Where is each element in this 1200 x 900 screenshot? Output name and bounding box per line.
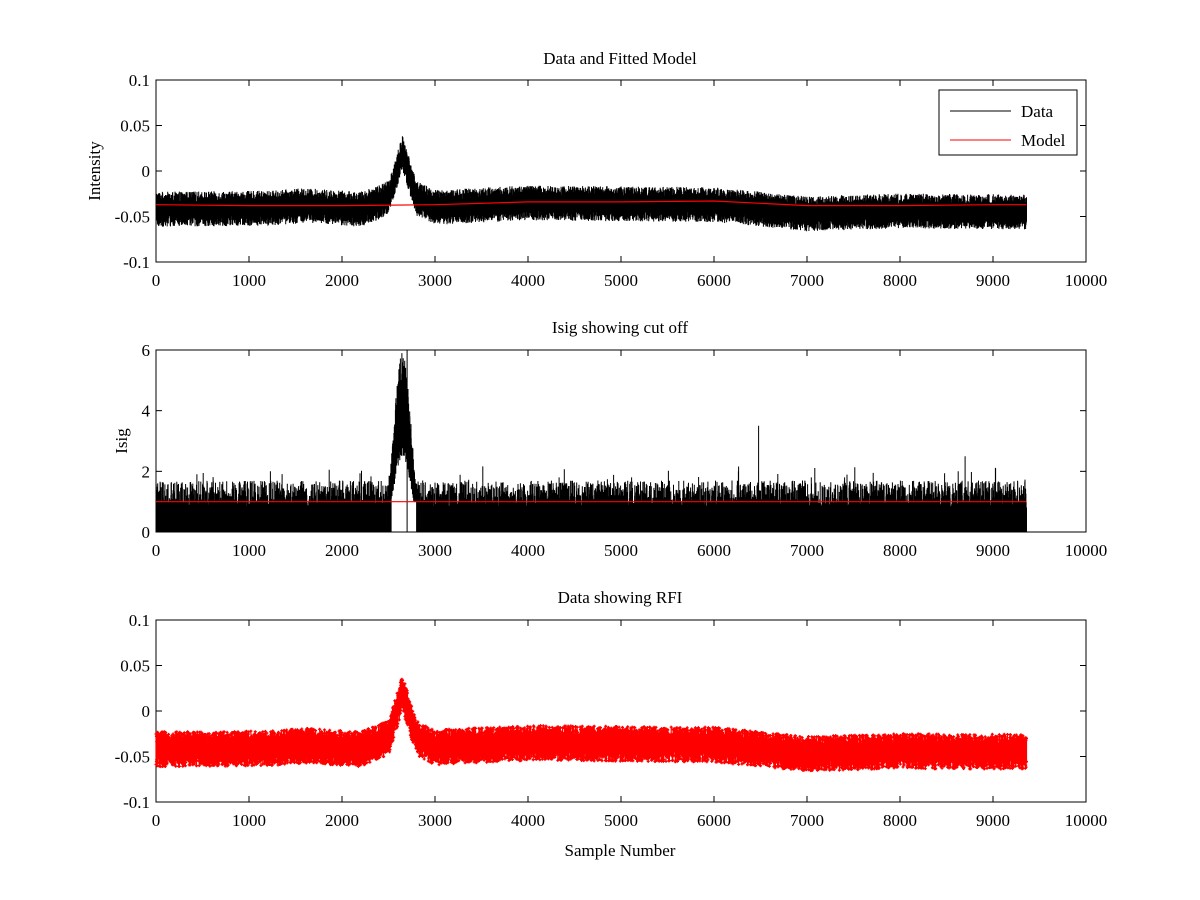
panel-3-title: Data showing RFI	[558, 588, 683, 607]
y-tick-label: 0	[142, 523, 151, 542]
x-tick-label: 5000	[604, 811, 638, 830]
x-tick-label: 0	[152, 541, 161, 560]
legend-label-model: Model	[1021, 131, 1066, 150]
y-tick-label: 0.1	[129, 611, 150, 630]
y-tick-label: -0.05	[115, 748, 150, 767]
x-tick-label: 9000	[976, 271, 1010, 290]
series-isig	[155, 350, 1027, 532]
x-tick-label: 3000	[418, 811, 452, 830]
y-tick-label: 2	[142, 462, 151, 481]
y-tick-label: 0.05	[120, 657, 150, 676]
x-tick-label: 6000	[697, 811, 731, 830]
x-tick-label: 4000	[511, 541, 545, 560]
x-tick-label: 10000	[1065, 271, 1108, 290]
panel-1-ylabel: Intensity	[85, 141, 104, 201]
x-tick-label: 2000	[325, 811, 359, 830]
x-tick-label: 4000	[511, 811, 545, 830]
x-tick-label: 8000	[883, 271, 917, 290]
x-tick-label: 5000	[604, 541, 638, 560]
panel-3-xlabel: Sample Number	[565, 841, 676, 860]
x-tick-label: 4000	[511, 271, 545, 290]
series-marker-points-rfi	[154, 677, 1028, 773]
x-tick-label: 1000	[232, 541, 266, 560]
panel-2-plot: 0 1000 2000 3000 4000 5000 6000 7000 8000 9000 100…	[142, 341, 1108, 560]
series-line-data	[155, 136, 1027, 232]
panel-2-ylabel: Isig	[112, 428, 131, 454]
y-tick-label: 0.05	[120, 117, 150, 136]
panel-2-title: Isig showing cut off	[552, 318, 688, 337]
series-line-model	[155, 200, 1027, 207]
panel-1-legend: Data Model	[938, 89, 1078, 156]
series-markers-rfi	[155, 679, 1028, 771]
panel-3-plot: 0 1000 2000 3000 4000 5000 6000 7000 8000 9000 100…	[115, 611, 1108, 830]
y-tick-label: 0	[142, 702, 151, 721]
x-tick-label: 10000	[1065, 811, 1108, 830]
x-tick-label: 7000	[790, 541, 824, 560]
y-tick-label: -0.1	[123, 253, 150, 272]
x-tick-label: 3000	[418, 271, 452, 290]
y-tick-label: 0	[142, 162, 151, 181]
x-tick-label: 3000	[418, 541, 452, 560]
x-tick-label: 10000	[1065, 541, 1108, 560]
x-tick-label: 2000	[325, 541, 359, 560]
x-tick-label: 7000	[790, 271, 824, 290]
x-tick-label: 8000	[883, 811, 917, 830]
x-tick-label: 0	[152, 811, 161, 830]
y-tick-label: -0.05	[115, 208, 150, 227]
panel-1-plot: 0 1000 2000 3000 4000 5000 6000 7000 8000 9000 100…	[115, 71, 1108, 290]
x-tick-label: 1000	[232, 271, 266, 290]
x-tick-label: 7000	[790, 811, 824, 830]
x-tick-label: 5000	[604, 271, 638, 290]
y-tick-label: 0.1	[129, 71, 150, 90]
x-tick-label: 6000	[697, 271, 731, 290]
y-tick-label: 6	[142, 341, 151, 360]
panel-1-title: Data and Fitted Model	[543, 49, 697, 68]
x-tick-label: 0	[152, 271, 161, 290]
legend-label-data: Data	[1021, 102, 1054, 121]
x-tick-label: 9000	[976, 541, 1010, 560]
x-tick-label: 9000	[976, 811, 1010, 830]
panel-3: Data showing RFI Sample Number 0 1000 2000…	[115, 588, 1108, 860]
y-tick-label: 4	[142, 402, 151, 421]
panel-2: Isig showing cut off Isig 0 1000 2000 3000 4…	[112, 318, 1107, 560]
legend-box	[938, 89, 1078, 156]
x-tick-label: 6000	[697, 541, 731, 560]
x-tick-label: 8000	[883, 541, 917, 560]
x-tick-label: 1000	[232, 811, 266, 830]
y-tick-label: -0.1	[123, 793, 150, 812]
panel-1: Data and Fitted Model Intensity 0 1000 200…	[85, 49, 1107, 290]
x-tick-label: 2000	[325, 271, 359, 290]
